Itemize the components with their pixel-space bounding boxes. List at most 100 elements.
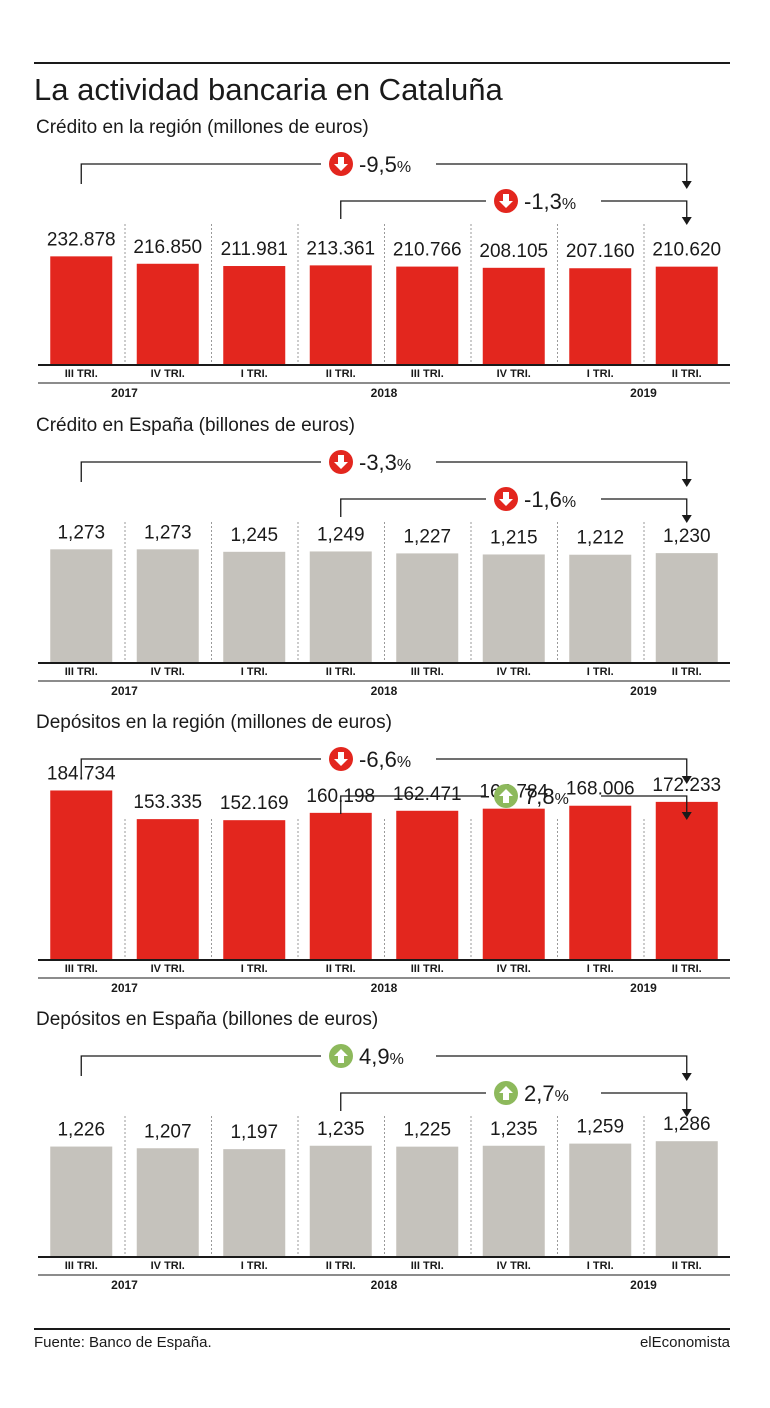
arrow-head — [681, 812, 692, 820]
change-label: -1,3% — [524, 189, 576, 214]
change-label: 2,7% — [524, 1081, 569, 1106]
quarter-label: I TRI. — [587, 368, 614, 380]
footer: Fuente: Banco de España. elEconomista — [34, 1328, 730, 1351]
value-label: 208.105 — [479, 241, 548, 262]
value-label: 1,273 — [57, 522, 105, 543]
value-label: 1,197 — [230, 1122, 278, 1143]
change-label: -9,5% — [359, 152, 411, 177]
value-label: 1,215 — [490, 527, 538, 548]
year-label: 2019 — [630, 386, 657, 400]
quarter-label: II TRI. — [672, 666, 702, 678]
quarter-label: I TRI. — [241, 1260, 268, 1272]
bar — [655, 553, 718, 662]
chart-credito-region: 232.878 216.850 211.981 213.361 210.766 208.1… — [38, 152, 730, 400]
bar — [309, 812, 372, 959]
bar — [482, 808, 545, 959]
arrow-head — [681, 479, 692, 487]
quarter-label: II TRI. — [672, 963, 702, 975]
bar — [569, 268, 632, 364]
chart-title: Crédito en la región (millones de euros) — [36, 117, 369, 138]
change-number: 4,9 — [359, 1044, 390, 1069]
bar — [309, 265, 372, 364]
change-label: 4,9% — [359, 1044, 404, 1069]
value-label: 1,207 — [144, 1121, 192, 1142]
year-label: 2018 — [371, 981, 398, 995]
change-number: 2,7 — [524, 1081, 555, 1106]
change-number: -3,3 — [359, 450, 397, 475]
change-number: -6,6 — [359, 747, 397, 772]
change-unit: % — [555, 1088, 569, 1105]
bar — [569, 1143, 632, 1256]
change-unit: % — [555, 791, 569, 808]
bracket-line — [436, 758, 688, 777]
chart-title: Depósitos en la región (millones de euro… — [36, 712, 392, 733]
value-label: 1,273 — [144, 522, 192, 543]
change-label: 7,8% — [524, 784, 569, 809]
top-rule — [34, 62, 730, 64]
arrow-down-glyph — [499, 194, 513, 208]
quarter-label: IV TRI. — [151, 1260, 185, 1272]
quarter-label: III TRI. — [411, 963, 444, 975]
arrow-head — [681, 181, 692, 189]
bar — [396, 810, 459, 959]
quarter-label: III TRI. — [65, 666, 98, 678]
bracket-line — [601, 498, 688, 516]
year-label: 2019 — [630, 1278, 657, 1292]
bar — [50, 256, 113, 364]
bracket-line — [436, 1055, 688, 1074]
quarter-label: IV TRI. — [497, 666, 531, 678]
arrow-head — [681, 217, 692, 225]
quarter-label: IV TRI. — [151, 666, 185, 678]
bar — [482, 1145, 545, 1256]
bar — [136, 549, 199, 662]
change-unit: % — [397, 159, 411, 176]
year-label: 2017 — [111, 981, 138, 995]
bar — [136, 819, 199, 959]
quarter-label: II TRI. — [672, 1260, 702, 1272]
quarter-label: II TRI. — [326, 368, 356, 380]
arrow-up-glyph — [499, 1086, 513, 1100]
quarter-label: I TRI. — [587, 666, 614, 678]
value-label: 232.878 — [47, 229, 116, 250]
bar — [136, 1148, 199, 1256]
bar — [50, 790, 113, 959]
bracket-line — [80, 1055, 321, 1076]
bar — [136, 263, 199, 364]
value-label: 210.766 — [393, 240, 462, 261]
quarter-label: IV TRI. — [497, 368, 531, 380]
bar — [482, 267, 545, 364]
arrow-head — [681, 1073, 692, 1081]
bracket-line — [601, 1092, 688, 1110]
arrow-up-glyph — [334, 1049, 348, 1063]
chart-depositos-espana: 1,226 1,207 1,197 1,235 1,225 1,235 1,259 1,286… — [38, 1044, 730, 1292]
quarter-label: IV TRI. — [151, 963, 185, 975]
page-title: La actividad bancaria en Cataluña — [34, 72, 503, 107]
change-number: 7,8 — [524, 784, 555, 809]
value-label: 162.471 — [393, 784, 462, 805]
quarter-label: IV TRI. — [497, 963, 531, 975]
value-label: 1,286 — [663, 1114, 711, 1135]
change-label: -3,3% — [359, 450, 411, 475]
change-unit: % — [562, 494, 576, 511]
value-label: 1,245 — [230, 525, 278, 546]
change-number: -1,3 — [524, 189, 562, 214]
quarter-label: III TRI. — [411, 368, 444, 380]
chart-panel-credito-region: Crédito en la región (millones de euros)… — [0, 116, 770, 406]
change-label: -6,6% — [359, 747, 411, 772]
bar — [223, 820, 286, 959]
year-label: 2018 — [371, 1278, 398, 1292]
value-label: 210.620 — [652, 240, 721, 261]
bracket-line — [80, 758, 321, 779]
value-label: 1,235 — [490, 1119, 538, 1140]
value-label: 211.981 — [221, 239, 288, 260]
arrow-up-glyph — [499, 789, 513, 803]
bracket-line — [436, 163, 688, 182]
chart-panel-credito-espana: Crédito en España (billones de euros) 1,… — [0, 414, 770, 704]
bracket-line — [436, 461, 688, 480]
change-unit: % — [397, 457, 411, 474]
arrow-down-glyph — [334, 455, 348, 469]
arrow-down-glyph — [334, 157, 348, 171]
value-label: 1,225 — [403, 1120, 451, 1141]
bracket-line — [340, 498, 486, 517]
value-label: 1,212 — [576, 528, 624, 549]
